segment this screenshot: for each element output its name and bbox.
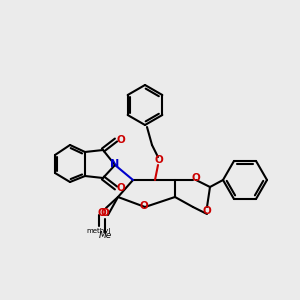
- Text: O: O: [192, 173, 200, 183]
- Text: Me: Me: [98, 232, 112, 241]
- Text: O: O: [98, 208, 106, 218]
- Text: O: O: [202, 206, 211, 216]
- Text: O: O: [154, 155, 164, 165]
- Text: N: N: [110, 159, 120, 169]
- Text: methyl: methyl: [87, 228, 111, 234]
- Text: O: O: [100, 208, 109, 218]
- Text: O: O: [117, 135, 125, 145]
- Text: O: O: [140, 201, 148, 211]
- Text: O: O: [117, 183, 125, 193]
